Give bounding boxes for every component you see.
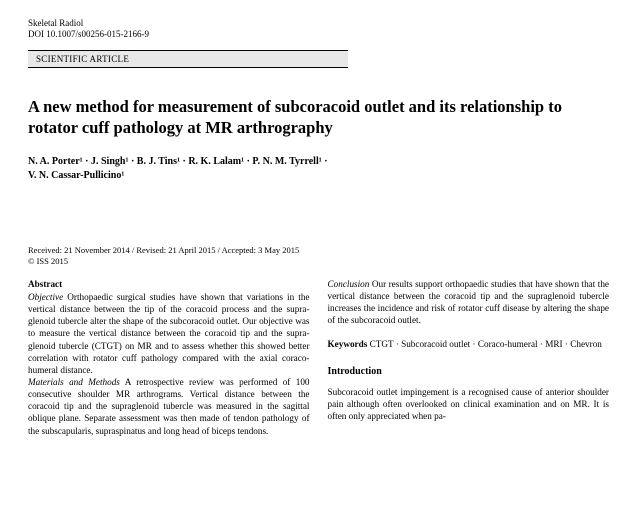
journal-name: Skeletal Radiol (28, 18, 609, 28)
content-columns: Abstract Objective Orthopaedic surgical … (28, 278, 609, 437)
methods-label: Materials and Methods (28, 377, 120, 387)
authors-block: N. A. Porter¹ · J. Singh¹ · B. J. Tins¹ … (28, 155, 609, 183)
doi: DOI 10.1007/s00256-015-2166-9 (28, 29, 609, 39)
objective-text: Orthopaedic surgical studies have shown … (28, 292, 310, 375)
introduction-text: Subcoracoid outlet impingement is a reco… (328, 386, 610, 422)
abstract-heading: Abstract (28, 278, 310, 290)
keywords-paragraph: Keywords CTGT · Subcoracoid outlet · Cor… (328, 338, 610, 350)
keywords-label: Keywords (328, 339, 368, 349)
article-title: A new method for measurement of subcorac… (28, 96, 609, 139)
right-column: Conclusion Our results support orthopaed… (328, 278, 610, 437)
conclusion-paragraph: Conclusion Our results support orthopaed… (328, 278, 610, 327)
methods-paragraph: Materials and Methods A retrospective re… (28, 376, 310, 437)
authors-line-1: N. A. Porter¹ · J. Singh¹ · B. J. Tins¹ … (28, 155, 609, 169)
left-column: Abstract Objective Orthopaedic surgical … (28, 278, 310, 437)
article-category: SCIENTIFIC ARTICLE (28, 50, 348, 68)
conclusion-label: Conclusion (328, 279, 370, 289)
keywords-text: CTGT · Subcoracoid outlet · Coraco-humer… (367, 339, 602, 349)
objective-paragraph: Objective Orthopaedic surgical studies h… (28, 291, 310, 376)
introduction-heading: Introduction (328, 365, 610, 378)
conclusion-text: Our results support orthopaedic studies … (328, 279, 610, 325)
article-dates: Received: 21 November 2014 / Revised: 21… (28, 245, 609, 255)
authors-line-2: V. N. Cassar-Pullicino¹ (28, 169, 609, 183)
copyright: © ISS 2015 (28, 256, 609, 266)
objective-label: Objective (28, 292, 63, 302)
